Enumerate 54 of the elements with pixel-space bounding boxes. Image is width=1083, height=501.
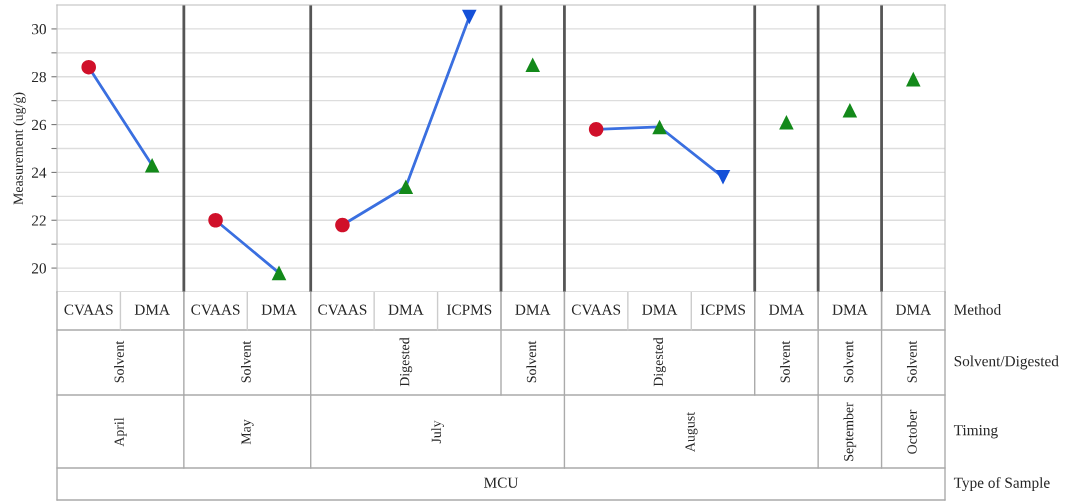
point [525, 57, 540, 73]
point [335, 217, 350, 233]
x-tick-label: CVAAS [318, 304, 367, 315]
x-tick-label: DMA [134, 304, 170, 315]
text: Solvent/Digested [954, 355, 1059, 370]
x-tick-label: CVAAS [191, 304, 240, 315]
point [906, 71, 921, 87]
text: October [906, 409, 917, 454]
text: Type of Sample [953, 476, 1050, 492]
text: Digested [653, 337, 666, 387]
x-tick-label: CVAAS [64, 304, 113, 315]
point [398, 179, 414, 195]
text: Solvent [780, 340, 790, 383]
y-tick-label: 24 [31, 167, 47, 178]
text: Digested [399, 337, 413, 387]
text: Solvent [114, 340, 124, 383]
x-tick-label: DMA [642, 304, 678, 315]
text: Solvent [843, 340, 854, 383]
text: Solvent [240, 340, 251, 383]
x-tick-label: DMA [832, 304, 868, 315]
point [208, 212, 223, 228]
point [588, 122, 604, 137]
x-tick-label: DMA [261, 304, 297, 315]
y-axis-title: Measurement (ug/g) [13, 92, 26, 205]
y-tick-label: 28 [31, 71, 46, 83]
point [271, 265, 287, 281]
text: May [241, 419, 254, 445]
text: July [431, 420, 444, 444]
text: MCU [484, 477, 519, 488]
point [462, 9, 477, 25]
y-tick-label: 22 [31, 215, 46, 226]
point [779, 114, 794, 130]
point [81, 59, 96, 75]
text: Timing [953, 425, 998, 439]
x-tick-label: DMA [388, 304, 424, 315]
point [144, 157, 160, 173]
x-tick-label: DMA [515, 304, 551, 315]
text: Solvent [526, 340, 537, 383]
point [715, 169, 731, 185]
text: Method [954, 304, 1001, 315]
text: August [685, 412, 698, 452]
x-tick-label: CVAAS [571, 304, 621, 315]
x-tick-label: ICPMS [700, 304, 745, 315]
y-tick-label: 30 [32, 24, 46, 35]
text: April [114, 417, 127, 447]
text: September [843, 402, 857, 461]
y-tick-label: 20 [31, 263, 46, 274]
point [652, 119, 667, 135]
x-tick-label: ICPMS [446, 304, 492, 315]
y-tick-label: 26 [31, 119, 47, 131]
x-tick-label: DMA [895, 304, 931, 315]
text: Solvent [906, 340, 917, 383]
point [842, 102, 858, 118]
x-tick-label: DMA [769, 304, 805, 315]
